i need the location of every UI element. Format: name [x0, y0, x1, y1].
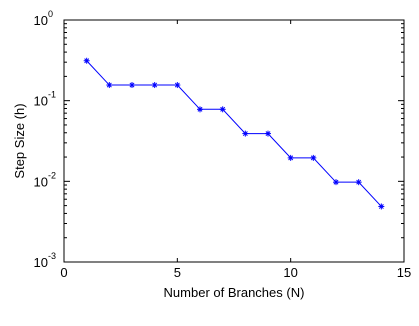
data-point-marker: [197, 106, 203, 113]
data-point-marker: [333, 179, 339, 186]
y-tick-label: 10: [34, 13, 48, 28]
marker-stroke: [106, 82, 112, 88]
x-tick-label: 5: [174, 265, 181, 280]
plot-area: [63, 19, 405, 263]
y-tick-exponent: 0: [48, 9, 53, 19]
data-point-marker: [219, 106, 226, 113]
data-point-marker: [242, 130, 249, 137]
series-group: [83, 57, 385, 210]
data-point-marker: [174, 82, 181, 89]
x-tick-label: 0: [60, 265, 67, 280]
data-point-marker: [287, 154, 294, 161]
y-tick-label: 10: [34, 255, 48, 270]
marker-stroke: [152, 82, 158, 88]
x-axis-label: Number of Branches (N): [164, 285, 305, 300]
data-point-marker: [83, 57, 90, 64]
data-point-marker: [310, 154, 317, 161]
y-tick-label: 10: [34, 174, 48, 189]
marker-stroke: [288, 155, 294, 161]
data-point-marker: [378, 203, 385, 210]
marker-stroke: [333, 179, 339, 185]
marker-stroke: [197, 106, 203, 112]
marker-stroke: [242, 131, 248, 137]
data-point-marker: [106, 82, 113, 89]
marker-stroke: [84, 58, 90, 64]
y-tick-exponent: -2: [48, 170, 56, 180]
data-point-marker: [151, 82, 158, 89]
marker-stroke: [220, 106, 226, 112]
x-tick-label: 10: [283, 265, 297, 280]
marker-stroke: [310, 155, 316, 161]
x-tick-label: 15: [397, 265, 411, 280]
y-axis-label: Step Size (h): [12, 103, 27, 178]
y-tick-label: 10: [34, 94, 48, 109]
data-point-marker: [129, 82, 135, 89]
data-point-marker: [355, 179, 362, 186]
data-point-marker: [265, 130, 271, 137]
marker-stroke: [174, 82, 180, 88]
marker-stroke: [356, 179, 362, 185]
series-line: [86, 60, 382, 207]
y-tick-exponent: -3: [48, 251, 56, 261]
x-axis-ticks: 0 5 10 15: [60, 20, 411, 280]
marker-stroke: [265, 131, 271, 137]
marker-stroke: [129, 82, 135, 88]
y-tick-exponent: -1: [48, 90, 56, 100]
marker-stroke: [378, 203, 384, 209]
